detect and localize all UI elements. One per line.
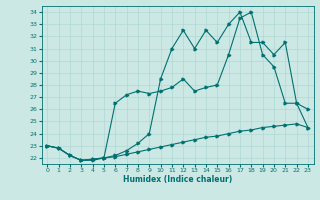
X-axis label: Humidex (Indice chaleur): Humidex (Indice chaleur) xyxy=(123,175,232,184)
